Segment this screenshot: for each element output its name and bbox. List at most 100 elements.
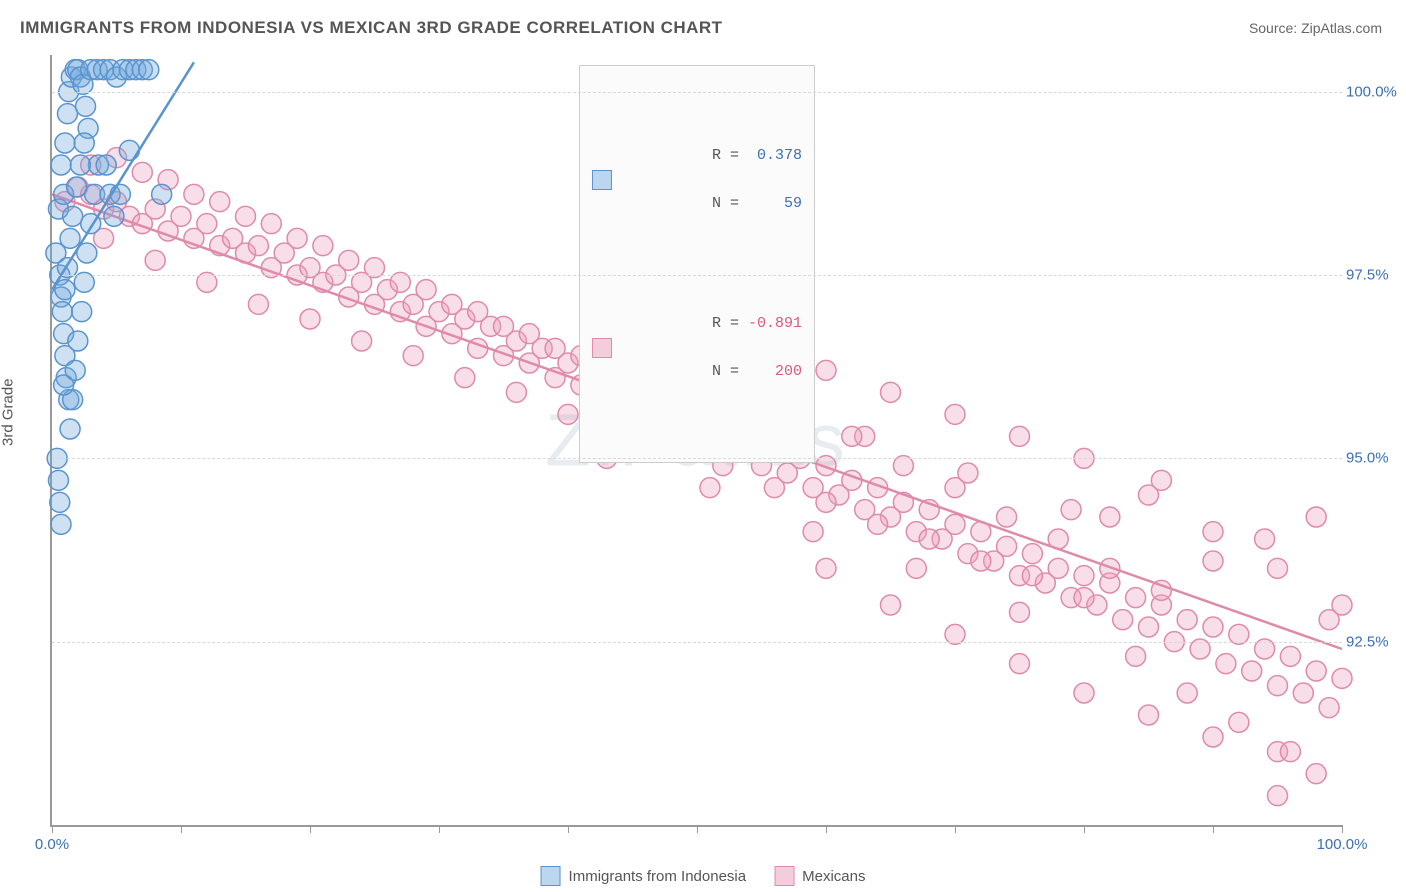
pink-point: [352, 331, 372, 351]
pink-point: [1319, 610, 1339, 630]
blue-point: [55, 280, 75, 300]
pink-point: [1229, 712, 1249, 732]
pink-point: [1010, 602, 1030, 622]
gridline: [52, 92, 1342, 93]
pink-point: [868, 514, 888, 534]
x-tick-label: 0.0%: [35, 836, 69, 853]
correlation-legend: R = 0.378 N = 59 R = -0.891 N = 200: [579, 65, 815, 463]
y-tick-label: 95.0%: [1346, 450, 1406, 467]
pink-point: [519, 324, 539, 344]
gridline: [52, 458, 1342, 459]
blue-point: [119, 140, 139, 160]
pink-point: [132, 162, 152, 182]
n-label: N =: [712, 195, 748, 212]
pink-point: [1177, 683, 1197, 703]
legend-label-blue: Immigrants from Indonesia: [569, 868, 747, 885]
pink-point: [906, 558, 926, 578]
blue-point: [152, 184, 172, 204]
swatch-blue-icon: [541, 866, 561, 886]
pink-point: [1306, 764, 1326, 784]
source-prefix: Source:: [1249, 20, 1301, 36]
x-tick: [568, 825, 569, 833]
pink-point: [945, 404, 965, 424]
blue-point: [67, 177, 87, 197]
blue-point: [55, 133, 75, 153]
x-tick: [310, 825, 311, 833]
r-value-blue: 0.378: [748, 144, 802, 168]
blue-point: [96, 155, 116, 175]
x-tick: [955, 825, 956, 833]
pink-point: [455, 368, 475, 388]
pink-point: [468, 302, 488, 322]
pink-point: [971, 551, 991, 571]
pink-point: [997, 507, 1017, 527]
pink-point: [1203, 617, 1223, 637]
blue-point: [51, 155, 71, 175]
legend-label-pink: Mexicans: [802, 868, 865, 885]
pink-point: [816, 360, 836, 380]
swatch-pink-icon: [774, 866, 794, 886]
pink-point: [403, 346, 423, 366]
n-value-pink: 200: [748, 360, 802, 384]
pink-point: [287, 228, 307, 248]
pink-point: [1293, 683, 1313, 703]
pink-point: [1100, 507, 1120, 527]
pink-point: [1126, 588, 1146, 608]
pink-point: [1074, 566, 1094, 586]
legend-item-blue: Immigrants from Indonesia: [541, 866, 747, 886]
pink-point: [248, 294, 268, 314]
pink-point: [1268, 558, 1288, 578]
series-legend: Immigrants from Indonesia Mexicans: [541, 866, 866, 886]
chart-title: IMMIGRANTS FROM INDONESIA VS MEXICAN 3RD…: [20, 18, 723, 38]
pink-point: [1139, 617, 1159, 637]
pink-point: [416, 280, 436, 300]
blue-point: [76, 96, 96, 116]
x-tick: [1342, 825, 1343, 833]
pink-point: [1203, 522, 1223, 542]
pink-point: [210, 192, 230, 212]
pink-point: [145, 250, 165, 270]
blue-point: [54, 375, 74, 395]
blue-point: [52, 302, 72, 322]
pink-point: [700, 478, 720, 498]
blue-point: [63, 206, 83, 226]
pink-point: [1139, 705, 1159, 725]
pink-point: [313, 236, 333, 256]
chart-container: IMMIGRANTS FROM INDONESIA VS MEXICAN 3RD…: [0, 0, 1406, 892]
pink-point: [816, 492, 836, 512]
pink-point: [1268, 786, 1288, 806]
pink-point: [1048, 558, 1068, 578]
swatch-blue-icon: [592, 170, 612, 190]
x-tick: [1084, 825, 1085, 833]
pink-point: [184, 184, 204, 204]
pink-point: [1268, 676, 1288, 696]
n-label: N =: [712, 363, 748, 380]
pink-point: [1280, 742, 1300, 762]
x-tick: [52, 825, 53, 833]
pink-point: [1319, 698, 1339, 718]
blue-point: [104, 206, 124, 226]
r-value-pink: -0.891: [748, 312, 802, 336]
pink-point: [803, 522, 823, 542]
pink-point: [881, 595, 901, 615]
pink-point: [1010, 654, 1030, 674]
pink-point: [1306, 661, 1326, 681]
pink-point: [236, 206, 256, 226]
pink-point: [1216, 654, 1236, 674]
pink-point: [764, 478, 784, 498]
gridline: [52, 642, 1342, 643]
n-value-blue: 59: [748, 192, 802, 216]
blue-point: [60, 228, 80, 248]
pink-point: [506, 382, 526, 402]
pink-point: [261, 214, 281, 234]
pink-point: [997, 536, 1017, 556]
blue-point: [110, 184, 130, 204]
pink-point: [1332, 668, 1352, 688]
x-tick: [697, 825, 698, 833]
pink-point: [1280, 646, 1300, 666]
pink-point: [1010, 426, 1030, 446]
swatch-pink-icon: [592, 338, 612, 358]
r-label: R =: [712, 147, 748, 164]
pink-point: [1061, 500, 1081, 520]
legend-row-pink: R = -0.891 N = 200: [592, 288, 802, 408]
